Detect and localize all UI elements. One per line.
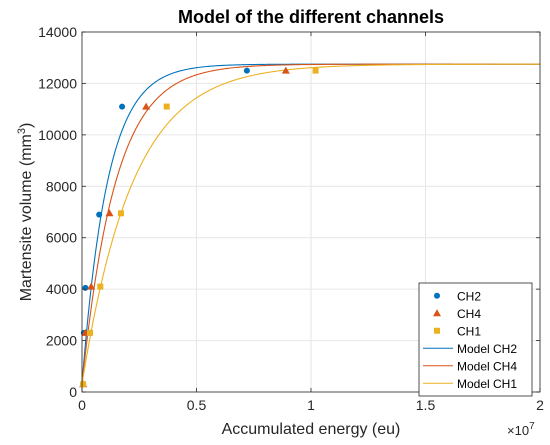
data-point [163,103,170,110]
y-tick-label: 8000 [46,178,77,194]
x-tick-label: 2 [536,397,544,413]
y-axis-label: Martensite volume (mm3) [16,123,35,302]
x-tick-label: 1 [307,397,315,413]
data-point [243,67,250,74]
x-axis-exponent-base: ×10 [507,423,529,438]
x-axis-exponent-power: 7 [529,421,535,432]
data-point [281,66,290,74]
x-tick-label: 0.5 [187,397,207,413]
legend-label: CH1 [457,324,481,338]
data-point [96,211,103,218]
legend-marker [434,327,440,334]
y-axis-label-end: ) [18,123,35,128]
y-axis-label-superscript: 3 [16,128,28,134]
data-point [119,103,126,110]
legend-label: CH4 [457,307,481,321]
data-point [117,210,124,217]
data-point [80,381,87,388]
data-point [142,102,151,110]
legend-label: Model CH2 [457,342,517,356]
legend-label: CH2 [457,289,481,303]
y-tick-label: 2000 [46,333,77,349]
data-point [87,329,94,336]
series-line [81,63,540,385]
legend: CH2 CH4 CH1 Model CH2 Model CH4 Model CH1 [418,282,533,397]
y-tick-label: 4000 [46,281,77,297]
x-tick-label: 0 [78,397,86,413]
data-point [97,283,104,290]
legend-label: Model CH1 [457,377,517,391]
x-axis-label: Accumulated energy (eu) [222,421,401,438]
x-axis-exponent: ×107 [507,421,535,438]
data-point [82,284,89,291]
data-point [105,209,114,217]
y-axis-label-main: Martensite volume (mm [18,134,35,301]
y-tick-label: 12000 [38,75,77,91]
legend-box [418,282,533,397]
legend-label: Model CH4 [457,359,517,373]
y-tick-label: 6000 [46,230,77,246]
legend-marker [434,292,440,299]
data-point [87,282,96,290]
data-point [312,67,319,74]
y-tick-label: 14000 [38,24,77,40]
legend-marker [433,309,441,317]
y-tick-label: 0 [69,384,77,400]
x-tick-label: 1.5 [416,397,436,413]
y-tick-label: 10000 [38,127,77,143]
chart-title: Model of the different channels [178,7,444,27]
